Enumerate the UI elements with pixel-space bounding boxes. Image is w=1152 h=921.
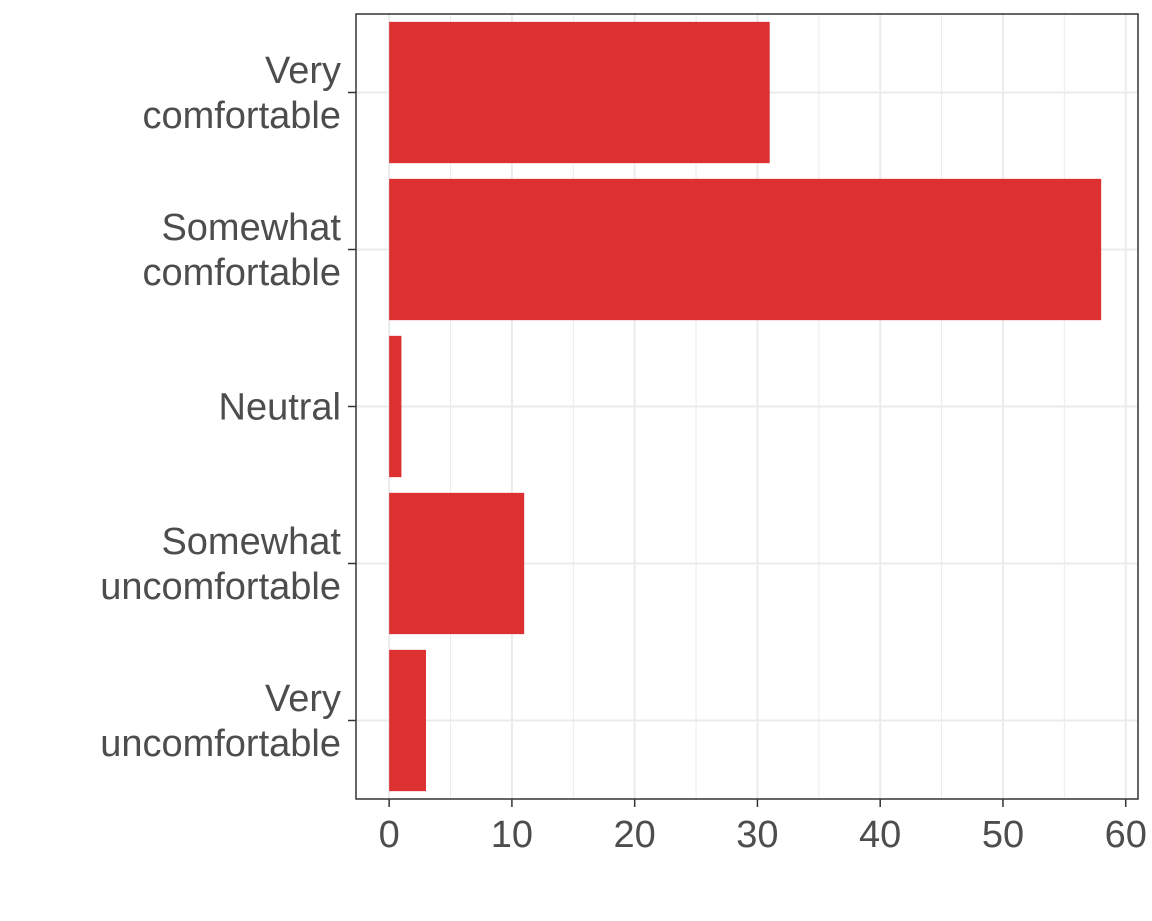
category-label-line: Neutral bbox=[219, 387, 342, 429]
category-label-line: Somewhat bbox=[161, 207, 341, 249]
bar bbox=[389, 492, 525, 635]
category-label-line: Somewhat bbox=[161, 521, 341, 563]
x-tick-label: 0 bbox=[379, 814, 400, 856]
x-tick-label: 30 bbox=[736, 814, 778, 856]
x-tick-label: 50 bbox=[982, 814, 1024, 856]
category-label: Very comfortable bbox=[142, 50, 341, 137]
bar bbox=[389, 178, 1102, 321]
category-label-line: comfortable bbox=[142, 252, 341, 294]
x-tick-label: 10 bbox=[491, 814, 533, 856]
category-label: Somewhat comfortable bbox=[142, 207, 341, 294]
category-label-line: comfortable bbox=[142, 95, 341, 137]
x-axis: 0 10 20 30 40 50 60 bbox=[379, 799, 1147, 856]
category-label-line: Very bbox=[265, 678, 341, 720]
bar bbox=[389, 21, 770, 164]
category-label-line: Very bbox=[265, 50, 341, 92]
bar bbox=[389, 335, 402, 478]
x-tick-label: 40 bbox=[859, 814, 901, 856]
category-label-line: uncomfortable bbox=[100, 566, 341, 608]
category-label: Very uncomfortable bbox=[100, 678, 341, 765]
x-tick-label: 20 bbox=[614, 814, 656, 856]
category-label: Somewhat uncomfortable bbox=[100, 521, 341, 608]
bars bbox=[389, 21, 1102, 792]
bar bbox=[389, 649, 426, 792]
x-tick-label: 60 bbox=[1105, 814, 1147, 856]
category-label-line: uncomfortable bbox=[100, 723, 341, 765]
category-label: Neutral bbox=[219, 387, 342, 429]
